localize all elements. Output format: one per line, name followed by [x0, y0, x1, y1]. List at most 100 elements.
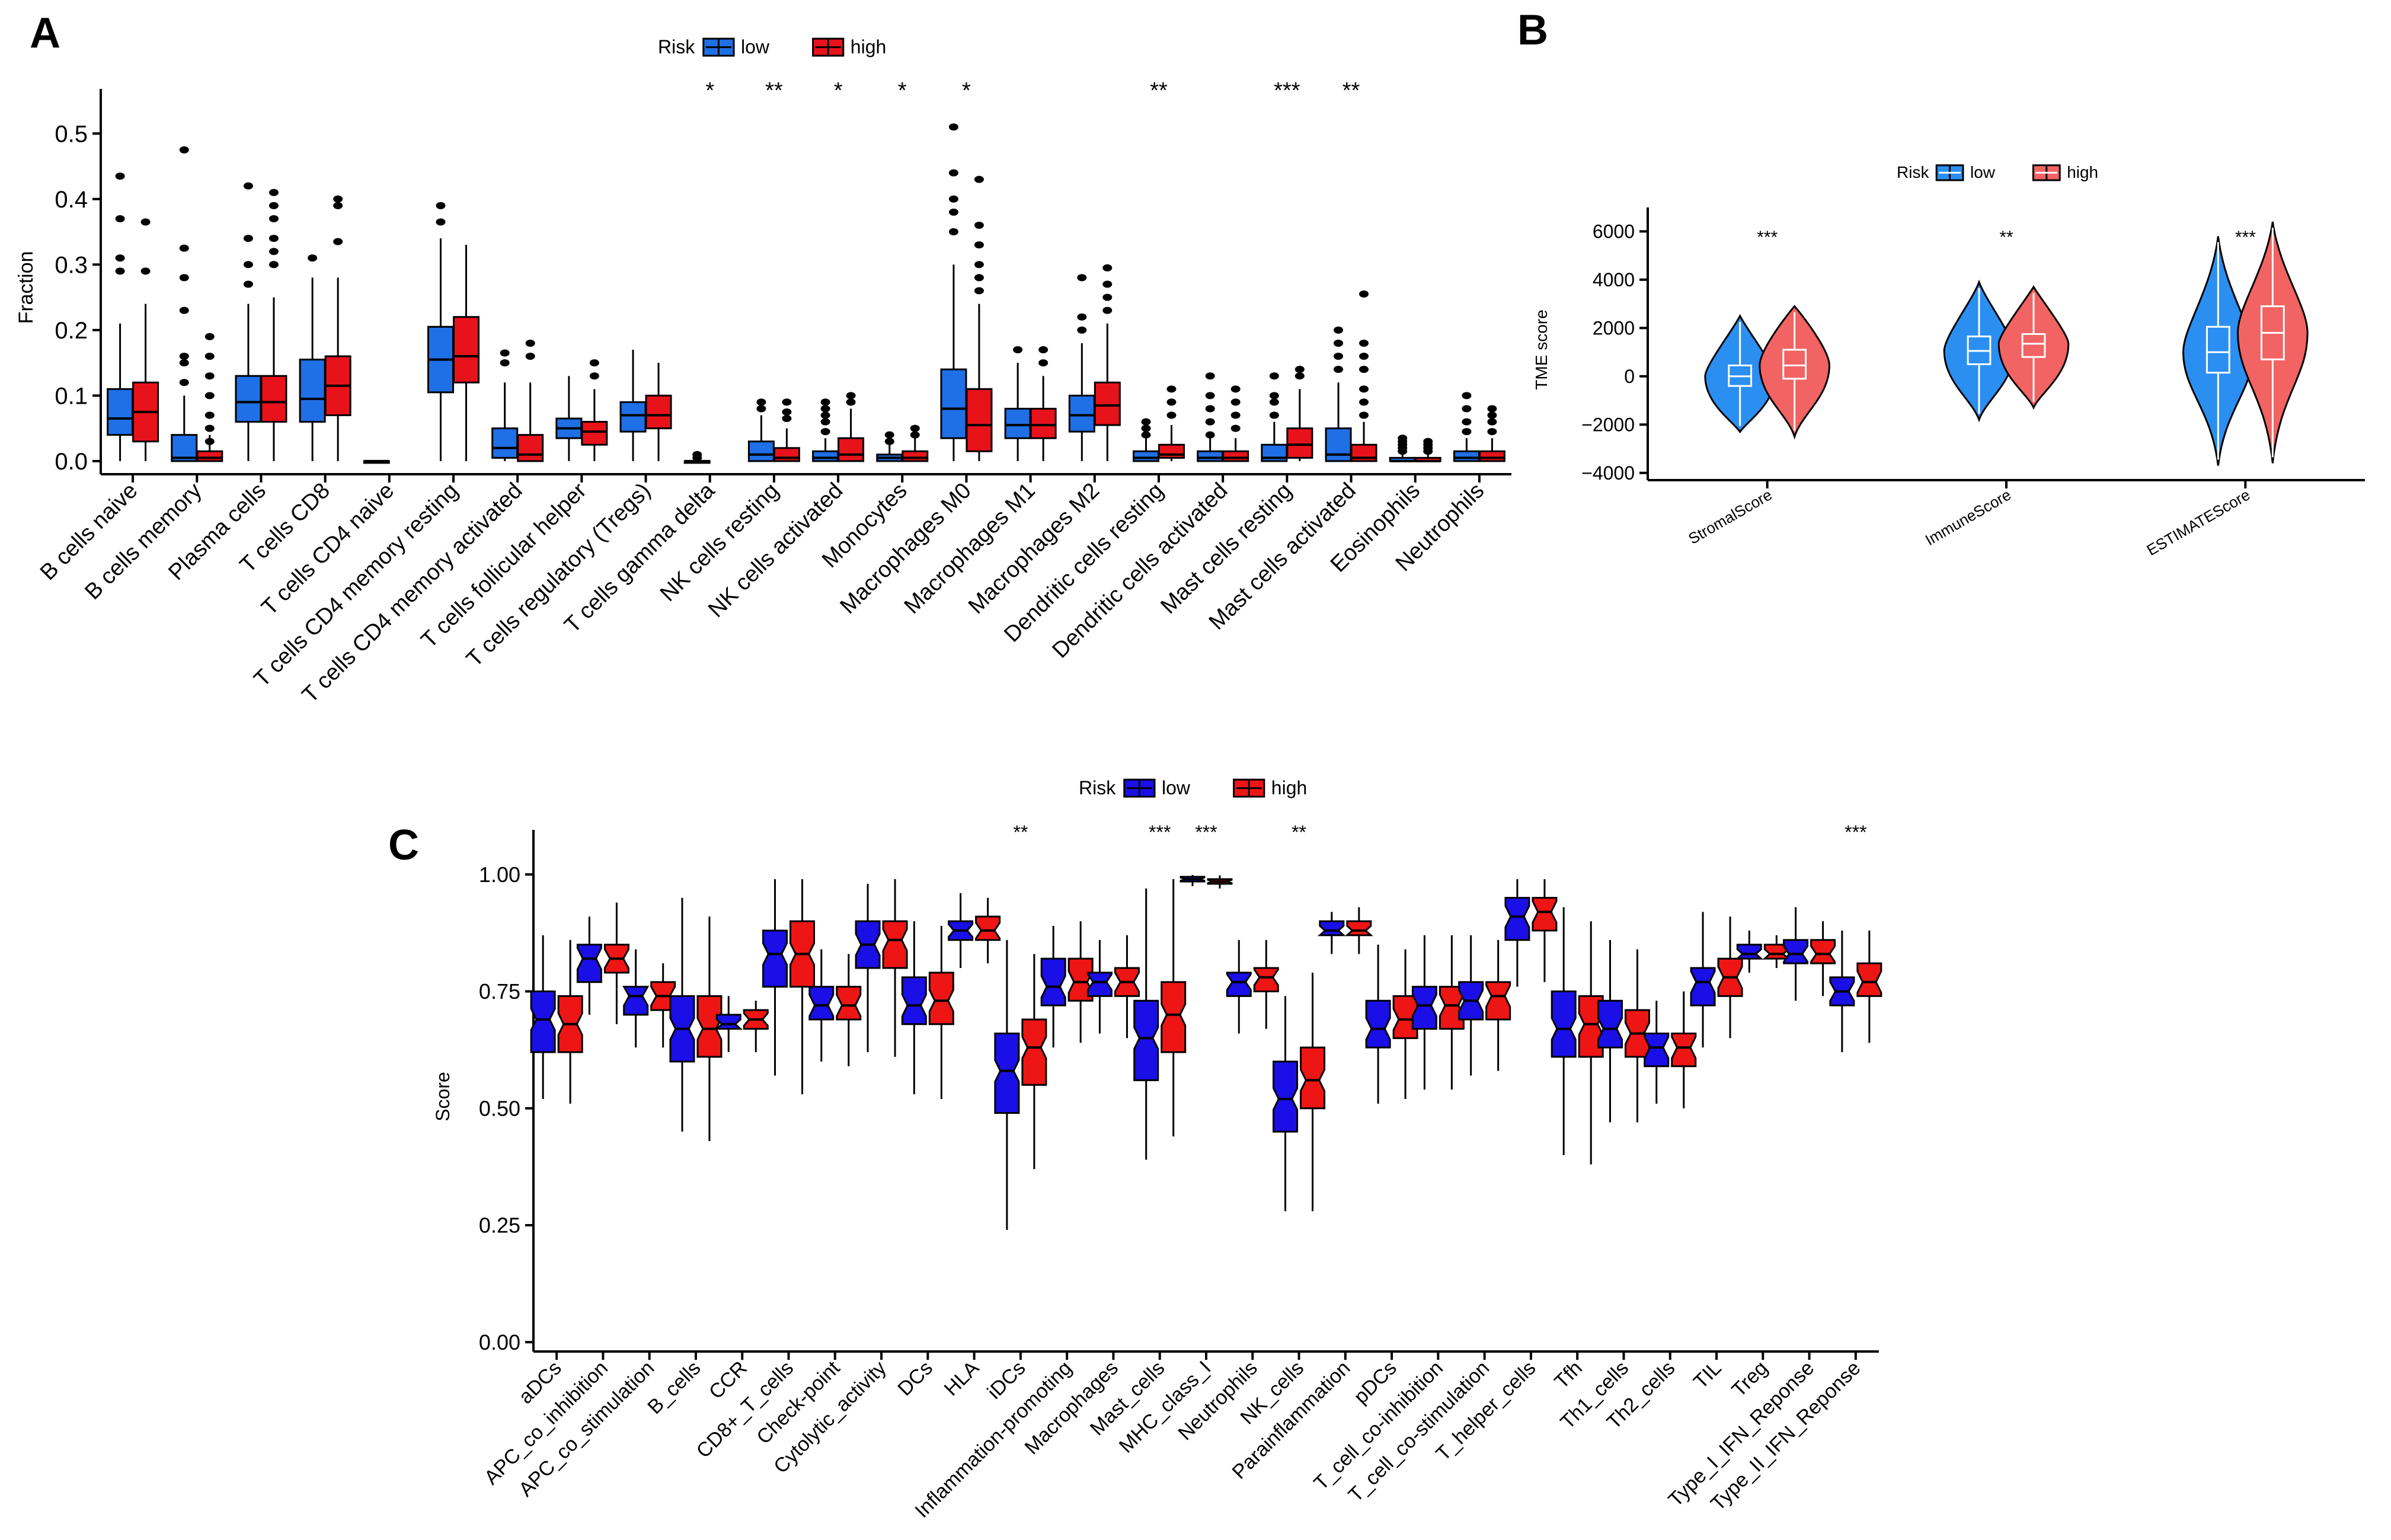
- box-low: [299, 359, 326, 423]
- violin-box: [2021, 333, 2046, 358]
- significance-label: *: [962, 78, 971, 103]
- outlier-point: [1013, 346, 1023, 353]
- box-high: [1810, 939, 1836, 964]
- box-high: [1856, 962, 1882, 997]
- outlier-point: [1205, 392, 1215, 400]
- outlier-point: [820, 418, 830, 426]
- box-high: [1671, 1032, 1697, 1068]
- outlier-point: [910, 424, 920, 432]
- outlier-point: [1102, 293, 1113, 301]
- outlier-point: [1487, 418, 1497, 426]
- outlier-point: [1077, 313, 1087, 321]
- outlier-point: [268, 202, 279, 209]
- outlier-point: [333, 238, 343, 245]
- outlier-point: [1077, 326, 1087, 334]
- outlier-point: [1359, 385, 1369, 393]
- outlier-point: [333, 195, 343, 203]
- y-tick-label: 0.75: [479, 979, 520, 1004]
- x-tick-label: StromalScore: [1685, 485, 1775, 548]
- outlier-point: [500, 349, 510, 357]
- outlier-point: [974, 241, 984, 249]
- significance-label: *: [705, 78, 714, 103]
- outlier-point: [204, 437, 215, 445]
- box-low: [530, 990, 556, 1053]
- significance-label: ***: [1757, 228, 1778, 247]
- outlier-point: [589, 359, 599, 367]
- box-low: [107, 388, 134, 436]
- box-high: [453, 316, 480, 384]
- y-tick-label: 0.5: [55, 121, 88, 147]
- outlier-point: [974, 222, 984, 229]
- box-low: [1597, 999, 1623, 1049]
- legend: Risk low high: [658, 36, 886, 57]
- y-tick-label: 0.00: [479, 1330, 520, 1354]
- outlier-point: [179, 244, 189, 252]
- outlier-point: [525, 353, 535, 360]
- box-high: [1094, 381, 1121, 426]
- box-low: [1004, 407, 1031, 439]
- outlier-point: [179, 306, 189, 314]
- violin-box: [2205, 325, 2230, 374]
- outlier-point: [436, 218, 446, 226]
- box-high: [1161, 981, 1187, 1053]
- significance-label: *: [834, 78, 843, 103]
- outlier-point: [1102, 306, 1113, 314]
- outlier-point: [1038, 346, 1049, 353]
- outlier-point: [243, 261, 253, 269]
- outlier-point: [204, 372, 215, 380]
- y-tick-label: 0.0: [55, 449, 88, 475]
- outlier-point: [115, 254, 125, 262]
- significance-label: *: [898, 78, 907, 103]
- box-high: [1344, 920, 1373, 937]
- outlier-point: [1166, 398, 1177, 406]
- outlier-point: [756, 398, 766, 406]
- outlier-point: [948, 228, 958, 236]
- box-high: [773, 447, 800, 462]
- outlier-point: [948, 123, 958, 131]
- outlier-point: [204, 333, 215, 340]
- x-tick-label: ESTIMATEScore: [2144, 485, 2253, 559]
- outlier-point: [204, 424, 215, 432]
- y-tick-label: 2000: [1593, 318, 1635, 339]
- box-high: [902, 450, 929, 462]
- legend: Risk low high: [1897, 163, 2098, 181]
- outlier-point: [820, 405, 830, 413]
- y-tick-label: 0.4: [55, 187, 88, 213]
- legend-title: Risk: [1079, 777, 1116, 798]
- outlier-point: [1205, 431, 1215, 439]
- outlier-point: [1269, 392, 1279, 400]
- x-tick-label: DCs: [893, 1357, 937, 1401]
- box-low: [994, 1032, 1020, 1114]
- box-high: [1300, 1046, 1326, 1110]
- outlier-point: [1230, 411, 1241, 419]
- significance-label: ***: [1274, 78, 1300, 103]
- box-low: [1273, 1060, 1299, 1133]
- outlier-point: [140, 218, 151, 226]
- outlier-point: [1334, 366, 1344, 373]
- box-high: [966, 388, 993, 452]
- outlier-point: [1359, 411, 1369, 419]
- outlier-point: [1334, 326, 1344, 334]
- outlier-point: [820, 411, 830, 419]
- box-low: [1411, 986, 1437, 1030]
- box-high: [1286, 427, 1313, 459]
- box-low: [1551, 990, 1577, 1058]
- panel-B: B 6000 4000 2000 0 −2000 −4000 TME score Risk low…: [1517, 7, 2365, 559]
- outlier-point: [1205, 405, 1215, 413]
- outlier-point: [1205, 418, 1215, 426]
- outlier-point: [204, 392, 215, 400]
- box-high: [645, 394, 672, 430]
- outlier-point: [1359, 366, 1369, 373]
- outlier-point: [243, 182, 253, 190]
- violin-box: [1782, 349, 1807, 380]
- outlier-point: [1359, 339, 1369, 347]
- outlier-point: [179, 379, 189, 386]
- x-tick-label: ImmuneScore: [1922, 485, 2014, 549]
- outlier-point: [1462, 418, 1472, 426]
- significance-label: **: [1150, 78, 1168, 103]
- outlier-point: [140, 267, 151, 275]
- outlier-point: [179, 274, 189, 282]
- box-high: [975, 915, 1001, 941]
- outlier-point: [179, 146, 189, 154]
